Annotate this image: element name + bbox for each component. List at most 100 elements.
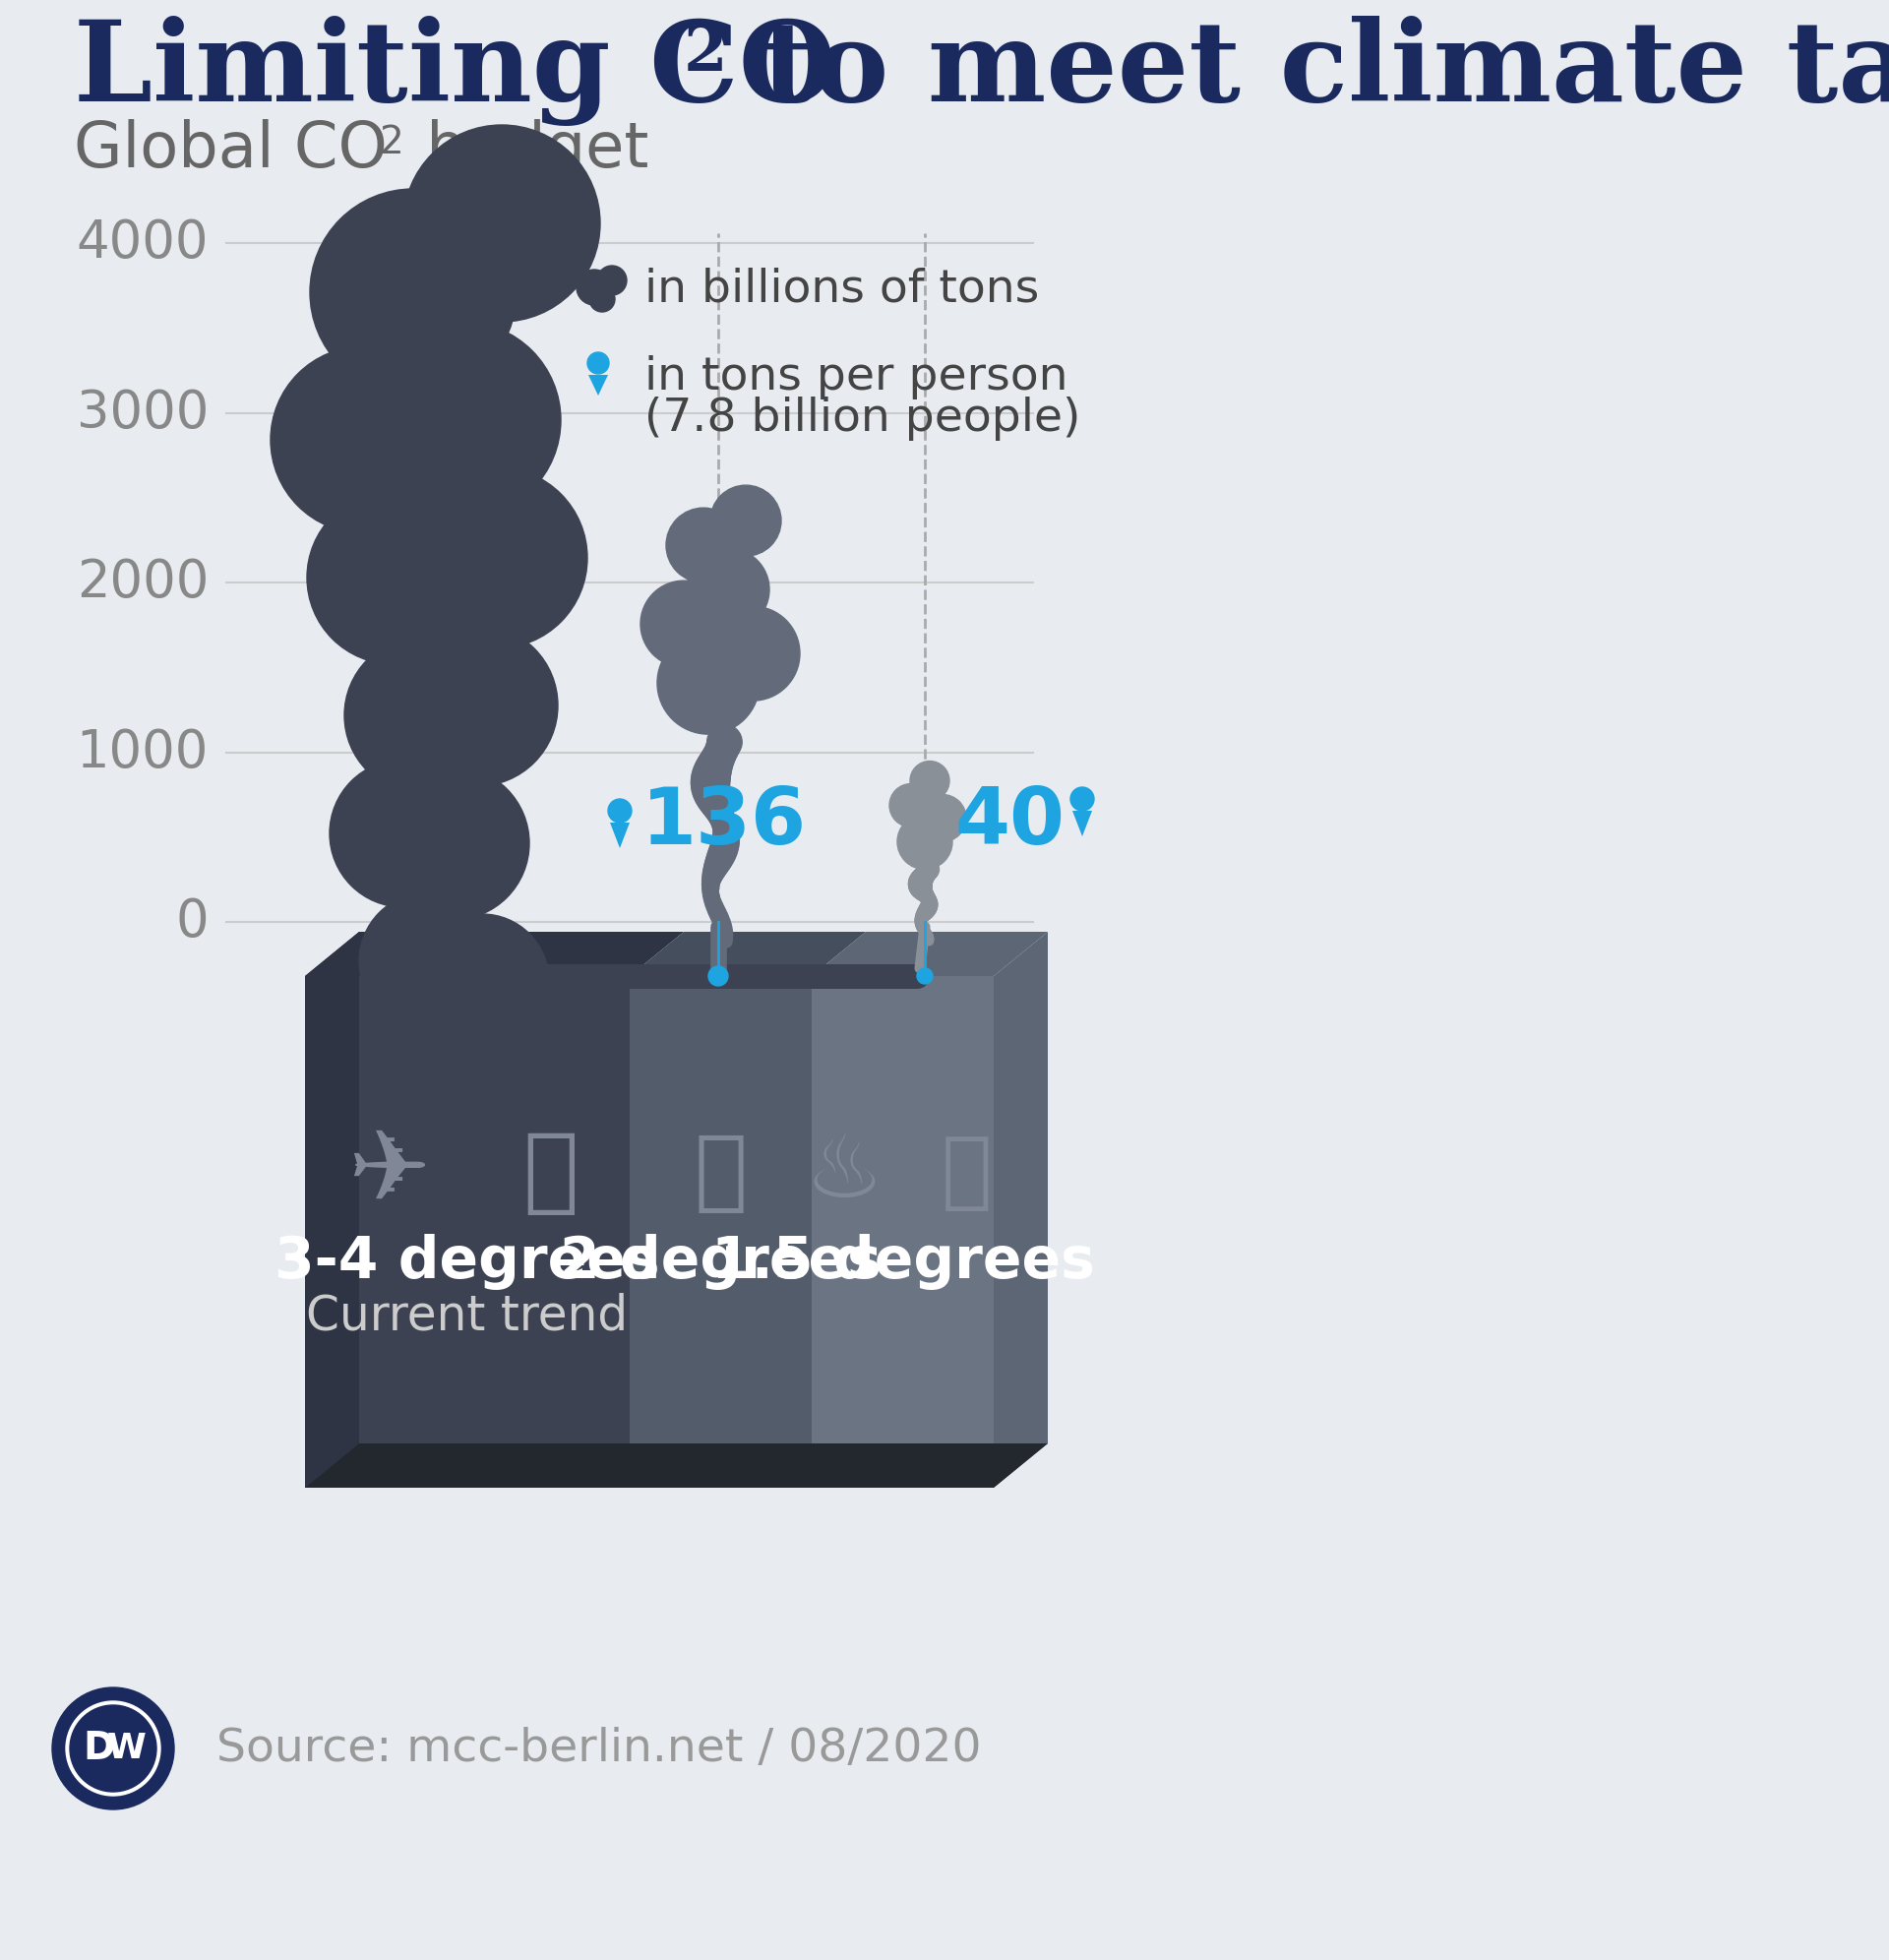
Circle shape	[920, 927, 931, 939]
Circle shape	[705, 855, 727, 878]
Circle shape	[402, 380, 468, 447]
Text: Current trend: Current trend	[306, 1292, 629, 1339]
Text: 🏭: 🏭	[693, 1129, 748, 1215]
Circle shape	[712, 913, 729, 929]
Circle shape	[703, 876, 720, 892]
Circle shape	[393, 408, 467, 480]
Circle shape	[423, 843, 455, 874]
Circle shape	[414, 782, 444, 811]
Circle shape	[916, 909, 929, 923]
Circle shape	[916, 913, 927, 923]
Circle shape	[429, 635, 482, 688]
Circle shape	[914, 866, 935, 886]
Circle shape	[414, 792, 444, 821]
Circle shape	[916, 862, 937, 882]
Text: in billions of tons: in billions of tons	[644, 267, 1039, 312]
Circle shape	[691, 766, 729, 806]
Text: 0: 0	[176, 896, 208, 947]
Circle shape	[359, 892, 497, 1031]
Circle shape	[393, 451, 465, 521]
Circle shape	[691, 762, 729, 802]
Circle shape	[705, 606, 799, 702]
Circle shape	[425, 545, 472, 592]
Circle shape	[712, 811, 737, 835]
Circle shape	[693, 755, 731, 792]
Circle shape	[419, 331, 482, 394]
Circle shape	[306, 492, 480, 664]
Circle shape	[706, 900, 723, 915]
Circle shape	[918, 860, 939, 880]
Text: 2000: 2000	[76, 557, 208, 608]
Circle shape	[697, 784, 729, 815]
Circle shape	[402, 486, 465, 549]
Circle shape	[414, 353, 476, 414]
Circle shape	[916, 921, 926, 931]
Circle shape	[417, 690, 465, 737]
Circle shape	[421, 668, 472, 719]
Circle shape	[399, 390, 468, 459]
Circle shape	[918, 794, 965, 841]
Circle shape	[705, 796, 731, 823]
Circle shape	[412, 749, 446, 782]
Polygon shape	[812, 931, 1048, 976]
Circle shape	[608, 800, 631, 823]
Circle shape	[699, 788, 731, 817]
Circle shape	[703, 864, 723, 884]
Circle shape	[706, 847, 731, 874]
Circle shape	[691, 757, 731, 796]
Circle shape	[703, 860, 725, 882]
Text: Limiting CO: Limiting CO	[74, 16, 837, 125]
Circle shape	[916, 886, 933, 902]
Circle shape	[918, 904, 933, 919]
Circle shape	[910, 868, 933, 890]
Circle shape	[922, 894, 937, 909]
Circle shape	[897, 813, 952, 870]
Circle shape	[912, 868, 933, 888]
Circle shape	[701, 743, 735, 776]
Circle shape	[404, 125, 601, 321]
Text: 2 degrees: 2 degrees	[559, 1233, 882, 1290]
Circle shape	[914, 884, 933, 902]
Circle shape	[718, 923, 733, 939]
Circle shape	[446, 929, 470, 953]
Text: 40: 40	[954, 784, 1065, 860]
Circle shape	[695, 778, 729, 813]
Circle shape	[916, 907, 931, 921]
Text: budget: budget	[406, 120, 648, 180]
Circle shape	[376, 766, 529, 919]
Circle shape	[918, 902, 935, 917]
Circle shape	[916, 921, 926, 931]
Text: ♨: ♨	[805, 1129, 884, 1215]
Circle shape	[310, 188, 516, 396]
Circle shape	[699, 745, 733, 780]
Circle shape	[433, 615, 484, 666]
Circle shape	[695, 751, 731, 788]
Circle shape	[918, 904, 935, 919]
Text: (7.8 billion people): (7.8 billion people)	[644, 396, 1081, 441]
Circle shape	[688, 549, 769, 631]
Circle shape	[395, 400, 467, 470]
Circle shape	[433, 596, 482, 645]
Circle shape	[589, 286, 616, 312]
Text: ✈: ✈	[348, 1125, 431, 1221]
Circle shape	[712, 829, 739, 857]
Circle shape	[412, 510, 467, 564]
Text: in tons per person: in tons per person	[644, 355, 1067, 400]
Text: 136: 136	[642, 784, 807, 860]
Circle shape	[708, 966, 727, 986]
Circle shape	[433, 576, 478, 623]
Circle shape	[914, 913, 926, 925]
Circle shape	[703, 880, 718, 896]
Circle shape	[657, 631, 759, 735]
Circle shape	[924, 933, 933, 943]
Circle shape	[910, 878, 931, 900]
Circle shape	[712, 827, 739, 853]
Text: 3000: 3000	[76, 388, 208, 439]
Circle shape	[710, 486, 782, 557]
Circle shape	[920, 900, 937, 917]
Text: to meet climate targets: to meet climate targets	[723, 16, 1889, 125]
Circle shape	[431, 566, 476, 613]
Text: 1000: 1000	[76, 727, 208, 778]
Circle shape	[412, 737, 450, 774]
Circle shape	[920, 927, 929, 937]
